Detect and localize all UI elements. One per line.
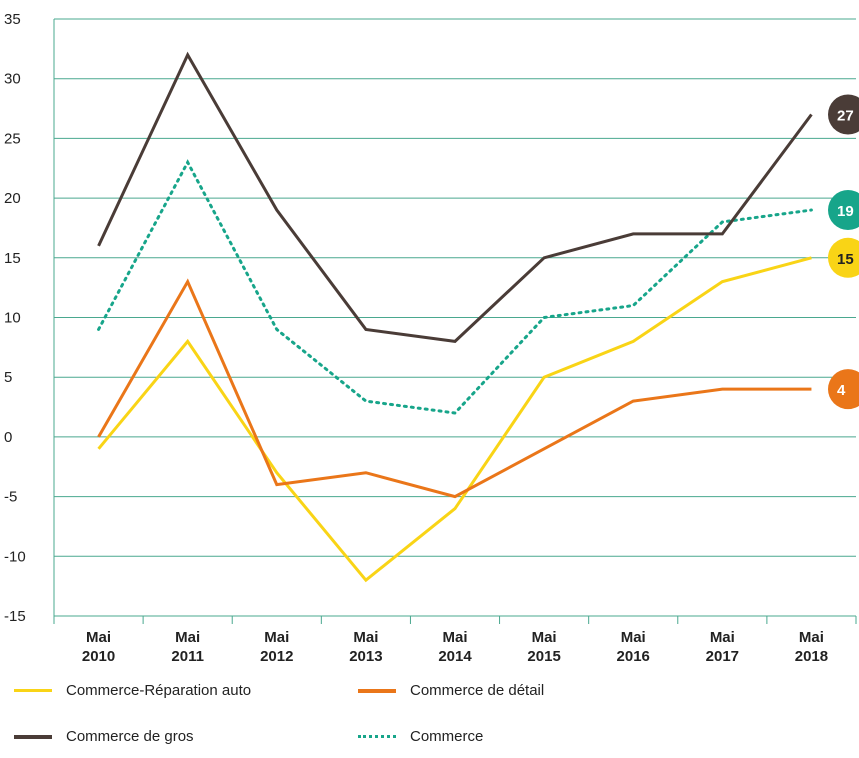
end-label-text: 15: [837, 251, 854, 268]
legend-label: Commerce de gros: [66, 728, 194, 745]
legend-item-commerce: Commerce: [358, 728, 483, 745]
x-tick-label: Mai 2011: [171, 629, 204, 665]
y-axis: 35 30 25 20 15 10 5 0 -5 -10 -15: [4, 11, 54, 625]
x-tick-label: Mai 2010: [82, 629, 115, 665]
y-tick-label: 20: [4, 190, 21, 207]
y-tick-label: -15: [4, 608, 26, 625]
series-line-commerce-de-d-tail: [99, 282, 812, 497]
series-line-commerce: [99, 162, 812, 413]
end-labels: 15 4 27 19: [828, 95, 859, 410]
y-tick-label: -5: [4, 489, 17, 506]
y-tick-label: 30: [4, 71, 21, 88]
x-tick-label: Mai 2013: [349, 629, 382, 665]
legend-label: Commerce de détail: [410, 682, 544, 699]
legend: Commerce-Réparation auto Commerce de dét…: [14, 678, 714, 758]
x-tick-label: Mai 2012: [260, 629, 293, 665]
legend-swatch: [358, 735, 396, 738]
legend-item-commerce-de-gros: Commerce de gros: [14, 728, 194, 745]
y-tick-label: 0: [4, 429, 12, 446]
y-tick-label: -10: [4, 548, 26, 565]
x-axis: Mai 2010 Mai 2011 Mai 2012 Mai 2013 Mai 2014 Mai 20…: [54, 616, 856, 665]
grid-lines: [54, 19, 856, 616]
legend-swatch: [14, 689, 52, 692]
legend-item-commerce-de-detail: Commerce de détail: [358, 682, 544, 699]
x-tick-label: Mai 2016: [617, 629, 650, 665]
legend-label: Commerce-Réparation auto: [66, 682, 251, 699]
y-tick-label: 25: [4, 130, 21, 147]
legend-item-commerce-reparation-auto: Commerce-Réparation auto: [14, 682, 251, 699]
y-tick-label: 15: [4, 250, 21, 267]
series-line-commerce-r-paration-auto: [99, 258, 812, 580]
legend-swatch: [14, 735, 52, 739]
x-tick-label: Mai 2018: [795, 629, 828, 665]
end-label-text: 19: [837, 203, 854, 220]
y-tick-label: 35: [4, 11, 21, 28]
y-tick-label: 10: [4, 310, 21, 327]
x-tick-label: Mai 2017: [706, 629, 739, 665]
end-label-text: 4: [837, 382, 846, 399]
end-label-text: 27: [837, 108, 854, 125]
x-tick-label: Mai 2014: [438, 629, 472, 665]
legend-swatch: [358, 689, 396, 693]
y-tick-label: 5: [4, 369, 12, 386]
x-tick-label: Mai 2015: [527, 629, 560, 665]
legend-label: Commerce: [410, 728, 483, 745]
